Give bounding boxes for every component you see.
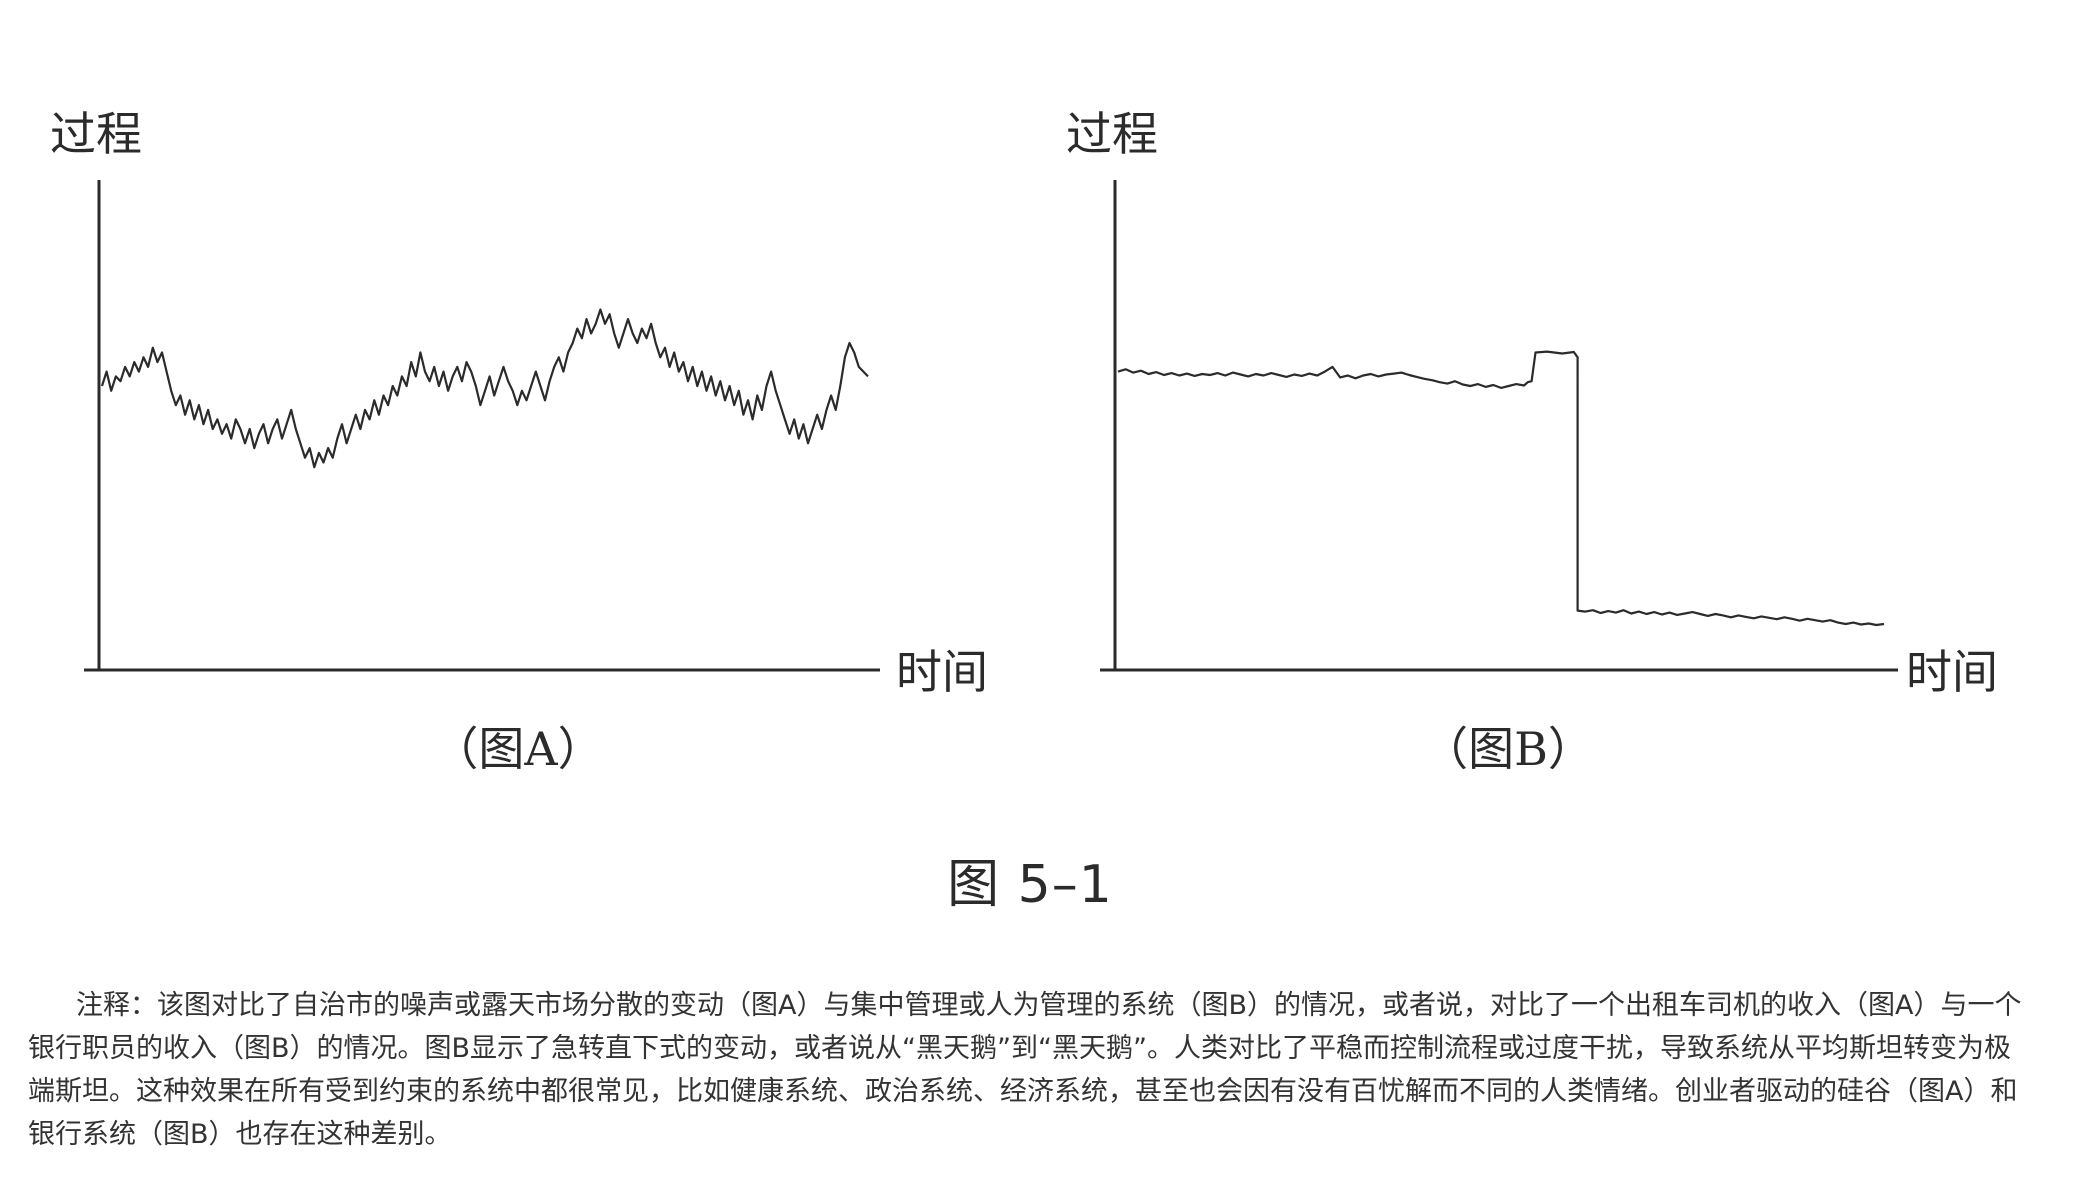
panel-a-y-axis-label: 过程 <box>50 107 142 161</box>
figure-title: 图 5–1 <box>947 855 1113 915</box>
figure-note: 注释：该图对比了自治市的噪声或露天市场分散的变动（图A）与集中管理或人为管理的系… <box>28 990 2022 1150</box>
panel-a-caption: （图A） <box>432 722 603 776</box>
panel-a: 过程 时间 （图A） <box>50 107 988 776</box>
panel-b-y-axis-label: 过程 <box>1066 107 1158 161</box>
panel-b-caption: （图B） <box>1422 722 1594 776</box>
panel-b: 过程 时间 （图B） <box>1066 107 1998 776</box>
panel-b-x-axis-label: 时间 <box>1906 645 1998 699</box>
figure-5-1-charts: 过程 时间 （图A） 过程 时间 （图B） <box>50 107 1998 776</box>
panel-b-series-line <box>1117 350 1885 627</box>
panel-a-x-axis-label: 时间 <box>896 645 988 699</box>
panel-a-series-line <box>100 308 869 469</box>
